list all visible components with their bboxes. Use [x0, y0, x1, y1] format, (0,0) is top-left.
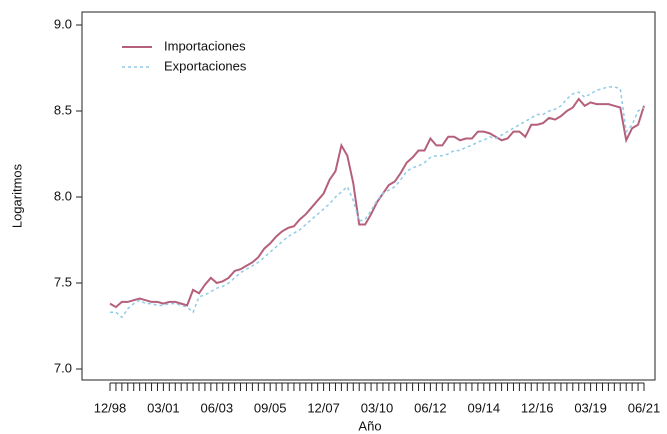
y-tick-label: 7.0	[54, 360, 72, 375]
y-tick-label: 7.5	[54, 274, 72, 289]
x-tick-label: 09/05	[254, 400, 287, 415]
y-tick-label: 8.5	[54, 102, 72, 117]
x-tick-label: 03/19	[574, 400, 607, 415]
x-tick-label: 06/21	[628, 400, 661, 415]
legend-label: Importaciones	[164, 38, 246, 53]
plot-frame	[81, 11, 656, 381]
x-tick-label: 06/03	[201, 400, 234, 415]
y-tick-label: 8.0	[54, 188, 72, 203]
x-tick-label: 12/98	[94, 400, 127, 415]
y-tick-label: 9.0	[54, 16, 72, 31]
x-tick-label: 12/16	[521, 400, 554, 415]
x-tick-label: 12/07	[307, 400, 340, 415]
x-axis-label: Año	[358, 418, 381, 433]
y-axis-label: Logaritmos	[9, 163, 24, 228]
x-tick-label: 03/10	[361, 400, 394, 415]
x-tick-label: 03/01	[147, 400, 180, 415]
x-tick-label: 09/14	[468, 400, 501, 415]
legend-label: Exportaciones	[164, 58, 247, 73]
x-tick-label: 06/12	[414, 400, 447, 415]
series-line	[109, 97, 645, 309]
series-line	[110, 86, 645, 319]
